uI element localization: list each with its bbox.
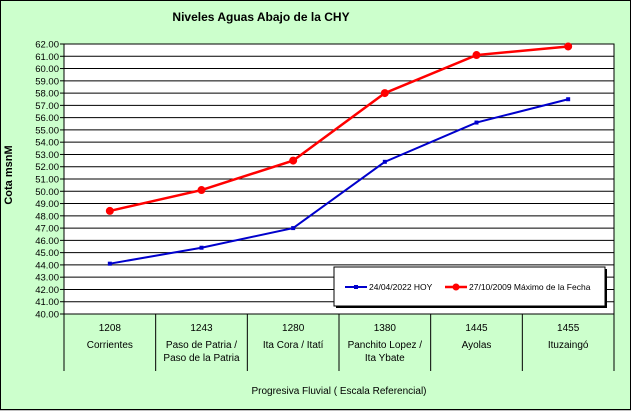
- y-tick-label: 61.00: [35, 52, 59, 63]
- y-tick-label: 46.00: [35, 236, 59, 247]
- x-axis-title: Progresiva Fluvial ( Escala Referencial): [251, 386, 427, 397]
- y-tick-label: 58.00: [35, 89, 59, 100]
- x-tick-progresiva: 1380: [374, 323, 397, 334]
- data-point: [197, 186, 206, 195]
- data-point: [566, 97, 571, 102]
- legend-marker-max: [452, 283, 460, 291]
- y-tick-label: 60.00: [35, 64, 59, 75]
- x-tick-label: Ayolas: [462, 340, 492, 351]
- x-tick-label: Panchito Lopez /: [348, 340, 423, 351]
- y-tick-label: 49.00: [35, 199, 59, 210]
- y-tick-label: 48.00: [35, 211, 59, 222]
- data-point: [564, 42, 573, 51]
- y-tick-label: 44.00: [35, 260, 59, 271]
- data-point: [289, 156, 298, 165]
- legend-label-hoy: 24/04/2022 HOY: [369, 282, 433, 292]
- y-tick-label: 41.00: [35, 297, 59, 308]
- y-tick-label: 51.00: [35, 175, 59, 186]
- data-point: [291, 226, 296, 231]
- x-tick-progresiva: 1280: [282, 323, 305, 334]
- x-tick-label: Ita Ybate: [365, 353, 405, 364]
- x-tick-progresiva: 1445: [465, 323, 488, 334]
- y-tick-label: 53.00: [35, 150, 59, 161]
- y-tick-label: 57.00: [35, 101, 59, 112]
- x-tick-label: Ituzaingó: [548, 340, 589, 351]
- data-point: [380, 89, 389, 98]
- x-tick-progresiva: 1208: [99, 323, 122, 334]
- data-point: [382, 159, 387, 164]
- x-tick-progresiva: 1455: [557, 323, 580, 334]
- y-tick-label: 42.00: [35, 285, 59, 296]
- chart-title: Niveles Aguas Abajo de la CHY: [172, 10, 350, 24]
- legend-label-max: 27/10/2009 Máximo de la Fecha: [469, 282, 591, 292]
- y-tick-label: 45.00: [35, 248, 59, 259]
- data-point: [472, 51, 481, 60]
- series-line: [109, 45, 569, 213]
- y-tick-label: 59.00: [35, 76, 59, 87]
- data-point: [105, 206, 114, 215]
- x-tick-label: Paso de Patria /: [166, 340, 237, 351]
- y-tick-label: 47.00: [35, 224, 59, 235]
- y-tick-label: 62.00: [35, 40, 59, 51]
- series-line: [109, 98, 569, 265]
- data-point: [107, 261, 112, 266]
- y-tick-label: 43.00: [35, 273, 59, 284]
- legend-marker-hoy: [354, 285, 358, 289]
- x-tick-label: Ita Cora / Itatí: [263, 340, 324, 351]
- y-tick-label: 55.00: [35, 125, 59, 136]
- y-tick-label: 40.00: [35, 310, 59, 321]
- y-tick-label: 54.00: [35, 138, 59, 149]
- x-tick-progresiva: 1243: [190, 323, 213, 334]
- data-point: [199, 245, 204, 250]
- y-tick-label: 56.00: [35, 113, 59, 124]
- y-tick-label: 52.00: [35, 162, 59, 173]
- data-point: [474, 120, 479, 125]
- y-tick-label: 50.00: [35, 187, 59, 198]
- x-tick-label: Paso de la Patria: [163, 353, 240, 364]
- x-tick-label: Corrientes: [87, 340, 133, 351]
- legend: [333, 266, 606, 307]
